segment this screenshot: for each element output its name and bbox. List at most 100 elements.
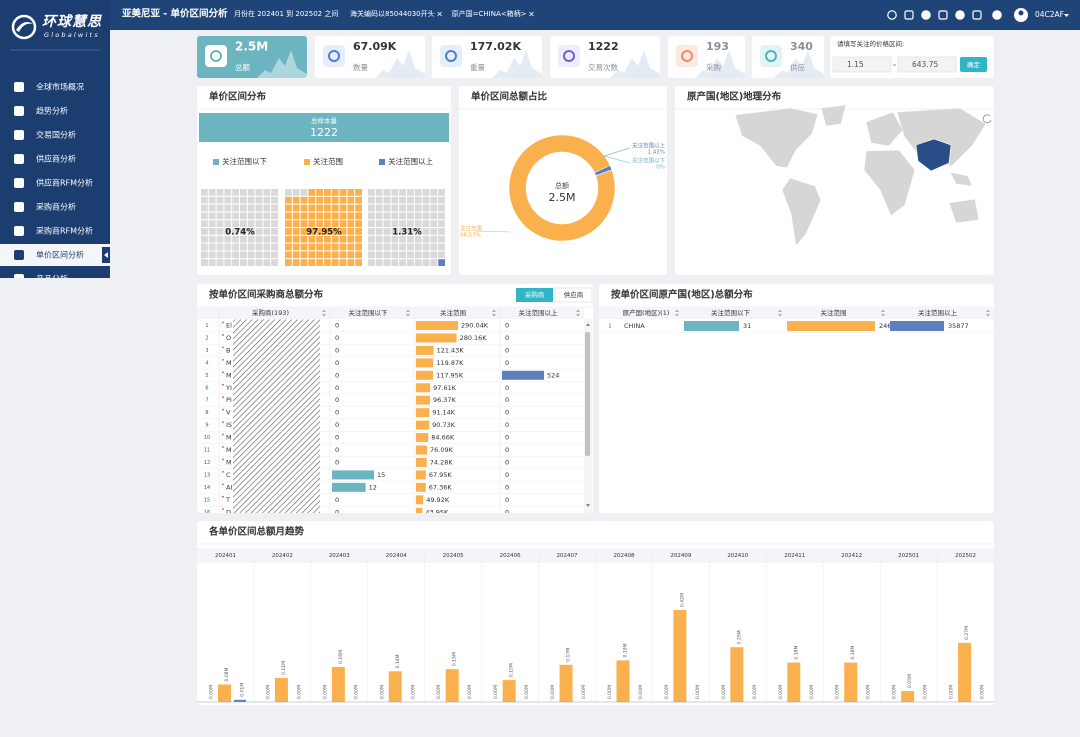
legend-label: 关注范围 bbox=[313, 156, 343, 166]
row-rank: 16 bbox=[204, 510, 210, 516]
toolbar-icon[interactable] bbox=[938, 10, 948, 20]
table-tab[interactable]: 采购商 bbox=[516, 288, 553, 302]
kpi-card[interactable]: 193 采购 bbox=[668, 36, 745, 78]
menu-item[interactable]: 单价区间分析 bbox=[0, 244, 110, 266]
waffle-cell bbox=[300, 189, 308, 196]
menu-item[interactable]: 全球市场概况 bbox=[14, 82, 84, 93]
waffle-cell bbox=[224, 235, 232, 243]
sparkline bbox=[375, 50, 425, 78]
filter-close[interactable] bbox=[529, 11, 534, 17]
waffle-cell bbox=[271, 259, 278, 266]
menu-item[interactable]: 供应商分析 bbox=[14, 154, 76, 165]
waffle-cell bbox=[316, 220, 323, 227]
table-row[interactable]: 11 M 0 76.09K 0 bbox=[197, 444, 584, 457]
table-row[interactable]: 15 T 0 49.92K 0 bbox=[197, 493, 584, 507]
cell-value: 0 bbox=[505, 334, 509, 342]
table-row[interactable]: 12 M 0 74.28K 0 bbox=[197, 456, 584, 469]
data-label: 0.16M bbox=[338, 650, 344, 664]
name-marker bbox=[222, 446, 224, 448]
waffle-cell bbox=[292, 189, 300, 196]
waffle-cell bbox=[331, 259, 339, 266]
waffle-cell bbox=[216, 212, 224, 220]
toolbar-icon[interactable] bbox=[887, 10, 897, 20]
waffle-cell bbox=[316, 204, 323, 212]
waffle-cell bbox=[375, 259, 383, 266]
waffle-cell bbox=[308, 196, 316, 204]
icon-shape bbox=[992, 10, 1002, 20]
waffle-cell bbox=[271, 228, 278, 235]
cell-value: 0 bbox=[335, 421, 339, 429]
cell-value: 43.95K bbox=[425, 508, 449, 516]
kpi-card[interactable]: 2.5M 总额 bbox=[197, 36, 307, 78]
table-row[interactable]: 1 El 0 290.04K 0 bbox=[197, 319, 584, 332]
cell-value: 0 bbox=[335, 458, 339, 466]
waffle-cell bbox=[414, 251, 422, 259]
map-reset[interactable] bbox=[982, 114, 992, 124]
row-name: B bbox=[226, 346, 230, 354]
kpi-card[interactable]: 177.02K 重量 bbox=[432, 36, 542, 78]
table-row[interactable]: 13 C 15 67.95K 0 bbox=[197, 468, 584, 482]
toolbar-icon[interactable] bbox=[921, 10, 931, 20]
table-row[interactable]: 6 YI 0 97.61K 0 bbox=[197, 381, 584, 395]
cell-value: 0 bbox=[335, 508, 339, 516]
toolbar-icon[interactable] bbox=[955, 10, 965, 20]
data-label: 0.00M bbox=[353, 685, 359, 699]
cell-value: 91.14K bbox=[432, 409, 456, 417]
toolbar-icon[interactable] bbox=[992, 10, 1002, 20]
price-input[interactable]: 1.15 bbox=[832, 56, 892, 73]
waffle-cell bbox=[240, 243, 247, 251]
data-label: 0.00M bbox=[664, 685, 670, 699]
icon-shape bbox=[921, 10, 931, 20]
kpi-card[interactable]: 340 供应 bbox=[752, 36, 824, 78]
table-row[interactable]: 7 PI 0 96.37K 0 bbox=[197, 394, 584, 407]
toolbar-icon[interactable] bbox=[972, 10, 982, 20]
data-label: 0.27M bbox=[964, 626, 970, 640]
table-row[interactable]: 16 D 0 43.95K 0 bbox=[197, 506, 584, 518]
scroll-thumb[interactable] bbox=[585, 332, 590, 456]
table-row[interactable]: 2 O 0 280.16K 0 bbox=[197, 331, 584, 345]
menu-item[interactable]: 趋势分析 bbox=[14, 106, 68, 117]
data-label: 0.00M bbox=[265, 685, 271, 699]
bar bbox=[416, 345, 434, 355]
waffle-cell bbox=[292, 243, 300, 251]
data-label: 0.42M bbox=[679, 593, 685, 607]
row-name: O bbox=[226, 334, 231, 342]
waffle-cell bbox=[407, 189, 414, 196]
table-row[interactable]: 1CHINA312466.58K35877 bbox=[599, 321, 994, 333]
menu-item[interactable]: 交易国分析 bbox=[14, 130, 76, 141]
toolbar-icon[interactable] bbox=[904, 10, 914, 20]
waffle-cell bbox=[422, 251, 430, 259]
waffle-cell bbox=[368, 204, 375, 212]
x-tick-label: 202401 bbox=[215, 553, 236, 559]
table-row[interactable]: 4 M 0 119.87K 0 bbox=[197, 356, 584, 370]
row-rank: 8 bbox=[205, 410, 208, 416]
data-label: 0.00M bbox=[695, 685, 701, 699]
cell-value: 84.66K bbox=[431, 434, 455, 442]
menu-item[interactable]: 采购商分析 bbox=[14, 202, 76, 213]
waffle-cell bbox=[201, 220, 208, 227]
table-row[interactable]: 8 V 0 91.14K 0 bbox=[197, 406, 584, 420]
table-row[interactable]: 14 AI 12 67.36K 0 bbox=[197, 481, 584, 494]
waffle-cell bbox=[438, 251, 445, 259]
waffle-cell bbox=[208, 220, 216, 227]
waffle-cell bbox=[224, 189, 232, 196]
tab-bg bbox=[554, 287, 593, 303]
menu-item[interactable]: 采购商RFM分析 bbox=[14, 226, 93, 237]
bar bbox=[416, 433, 429, 443]
confirm-button[interactable]: 确定 bbox=[960, 57, 987, 72]
table-row[interactable]: 5 M 0 117.95K 524 bbox=[197, 369, 584, 382]
kpi-card[interactable]: 67.09K 数量 bbox=[315, 36, 425, 78]
menu-item[interactable]: 供应商RFM分析 bbox=[14, 178, 93, 189]
period-filter: 月份在 202401 到 202502 之间 bbox=[234, 9, 338, 18]
table-row[interactable]: 10 M 0 84.66K 0 bbox=[197, 431, 584, 444]
table-row[interactable]: 3 B 0 121.43K 0 bbox=[197, 344, 584, 357]
waffle-cell bbox=[255, 243, 263, 251]
filter-close[interactable] bbox=[437, 11, 442, 17]
table-tab[interactable]: 供应商 bbox=[554, 287, 593, 303]
kpi-card[interactable]: 1222 交易次数 bbox=[550, 36, 660, 78]
menu-label: 产品分析 bbox=[36, 274, 68, 284]
menu-item[interactable]: 产品分析 bbox=[14, 274, 68, 285]
price-input[interactable]: 643.75 bbox=[897, 56, 957, 73]
table-row[interactable]: 9 IS 0 90.73K 0 bbox=[197, 419, 584, 432]
